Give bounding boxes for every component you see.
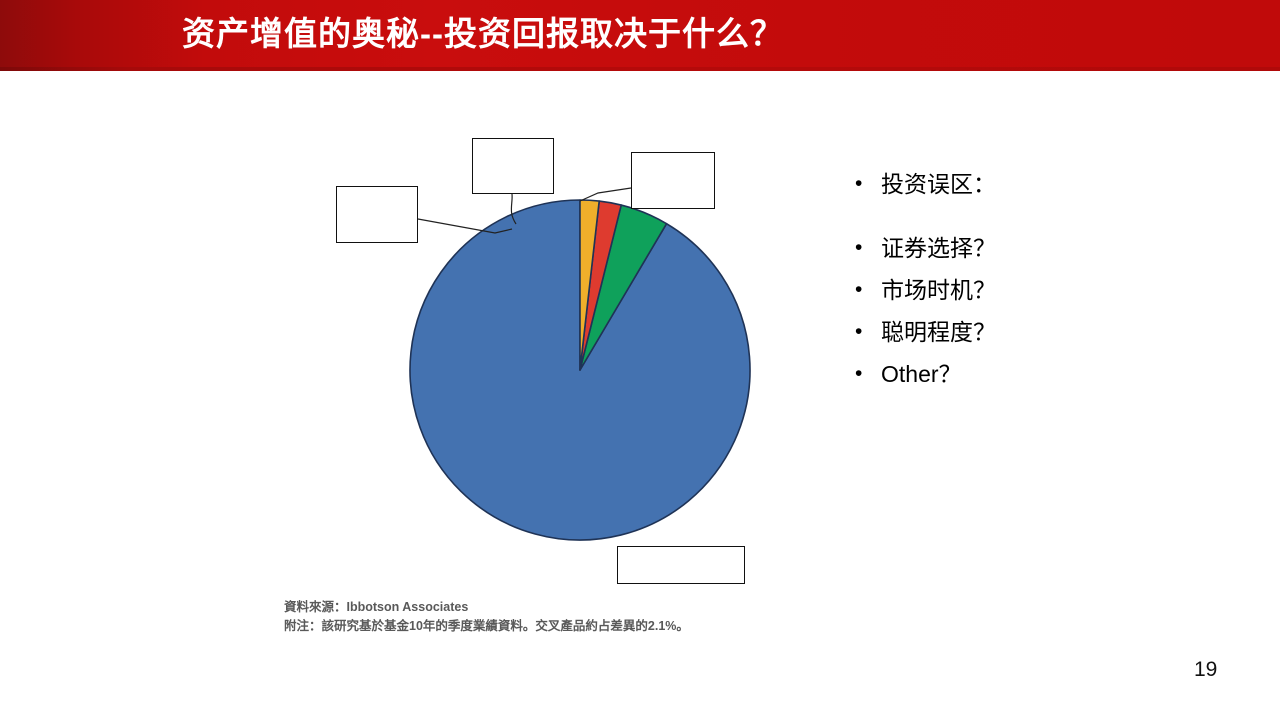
bullet-item-label: 证券选择？ [881, 235, 996, 261]
bullet-item-label: 聪明程度？ [881, 319, 996, 345]
callout-bottom-text [618, 547, 744, 583]
pie-chart [280, 100, 780, 620]
callout-box-bottom[interactable] [617, 546, 745, 584]
source-note-line-1: 資料來源：Ibbotson Associates [284, 600, 469, 614]
bullet-item: • Other？ [855, 353, 1185, 395]
bullet-item-label: 市场时机？ [881, 277, 996, 303]
bullet-item-label: Other？ [881, 361, 962, 387]
bullet-item: • 投资误区： [855, 163, 1185, 205]
bullet-dot-icon: • [855, 278, 863, 301]
title-banner [0, 0, 1280, 70]
bullet-dot-icon: • [855, 320, 863, 343]
callout-right-text [632, 153, 714, 208]
callout-box-top[interactable] [472, 138, 554, 194]
page-number: 19 [1194, 658, 1218, 681]
source-note: 資料來源：Ibbotson Associates 附注：該研究基於基金10年的季… [284, 598, 804, 637]
bullet-dot-icon: • [855, 236, 863, 259]
leader-line-right [579, 187, 632, 202]
pie-slice-group [409, 199, 751, 541]
callout-box-left[interactable] [336, 186, 418, 243]
callout-box-right[interactable] [631, 152, 715, 209]
bullet-item-label: 投资误区： [881, 171, 996, 197]
pie-chart-svg [409, 187, 751, 541]
pie-slice-4[interactable] [579, 199, 600, 371]
bullet-dot-icon: • [855, 362, 863, 385]
callout-top-text [473, 139, 553, 193]
bullet-list: • 投资误区： • 证券选择？ • 市场时机？ • 聪明程度？ • Other？ [855, 163, 1185, 395]
callout-left-text [337, 187, 417, 242]
bullet-item: • 市场时机？ [855, 269, 1185, 311]
leader-line-left [417, 218, 513, 234]
bullet-spacer [855, 205, 1185, 227]
leader-line-group [417, 187, 632, 234]
title-banner-underline [0, 67, 1280, 71]
bullet-item: • 证券选择？ [855, 227, 1185, 269]
bullet-item: • 聪明程度？ [855, 311, 1185, 353]
bullet-dot-icon: • [855, 172, 863, 195]
source-note-line-2: 附注：該研究基於基金10年的季度業績資料。交叉產品約占差異的2.1%。 [284, 619, 689, 634]
page-title: 资产增值的奥秘--投资回报取决于什么？ [182, 15, 784, 52]
leader-line-top [510, 193, 517, 225]
